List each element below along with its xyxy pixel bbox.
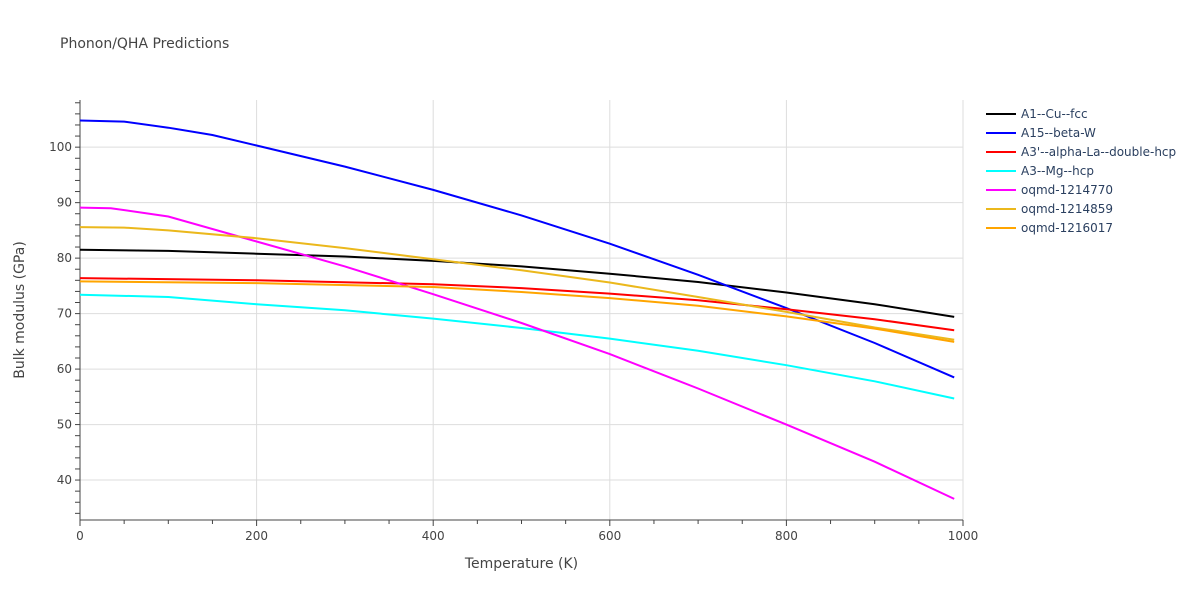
series-line-A1--Cu--fcc — [79, 248, 955, 318]
y-tick-label: 60 — [57, 362, 72, 376]
legend-entry: oqmd-1214770 — [1021, 183, 1113, 197]
legend-entry: A1--Cu--fcc — [1021, 107, 1088, 121]
legend-entry: oqmd-1216017 — [1021, 221, 1113, 235]
x-tick-label: 0 — [76, 529, 84, 543]
y-tick-label: 50 — [57, 418, 72, 432]
x-axis-label: Temperature (K) — [464, 556, 578, 572]
x-tick-label: 800 — [775, 529, 798, 543]
y-tick-label: 100 — [49, 140, 72, 154]
series-line-oqmd-1214859 — [79, 226, 955, 341]
x-tick-label: 200 — [245, 529, 268, 543]
legend-entry: oqmd-1214859 — [1021, 202, 1113, 216]
chart-title: Phonon/QHA Predictions — [60, 36, 230, 52]
y-tick-label: 40 — [57, 473, 72, 487]
legend-entry: A3'--alpha-La--double-hcp — [1021, 145, 1176, 159]
series-line-oqmd-1216017 — [79, 280, 955, 343]
series-line-A3--Mg--hcp — [79, 293, 955, 400]
series-line-A15--beta-W — [79, 119, 955, 379]
x-tick-label: 1000 — [948, 529, 979, 543]
series-line-oqmd-1214770 — [79, 206, 955, 500]
legend-entry: A3--Mg--hcp — [1021, 164, 1094, 178]
x-tick-label: 400 — [422, 529, 445, 543]
y-tick-label: 70 — [57, 307, 72, 321]
y-tick-label: 80 — [57, 251, 72, 265]
y-tick-label: 90 — [57, 196, 72, 210]
series-line-A3'--alpha-La--double-hcp — [79, 277, 955, 332]
y-axis-label: Bulk modulus (GPa) — [12, 241, 28, 379]
legend-entry: A15--beta-W — [1021, 126, 1096, 140]
x-tick-label: 600 — [598, 529, 621, 543]
